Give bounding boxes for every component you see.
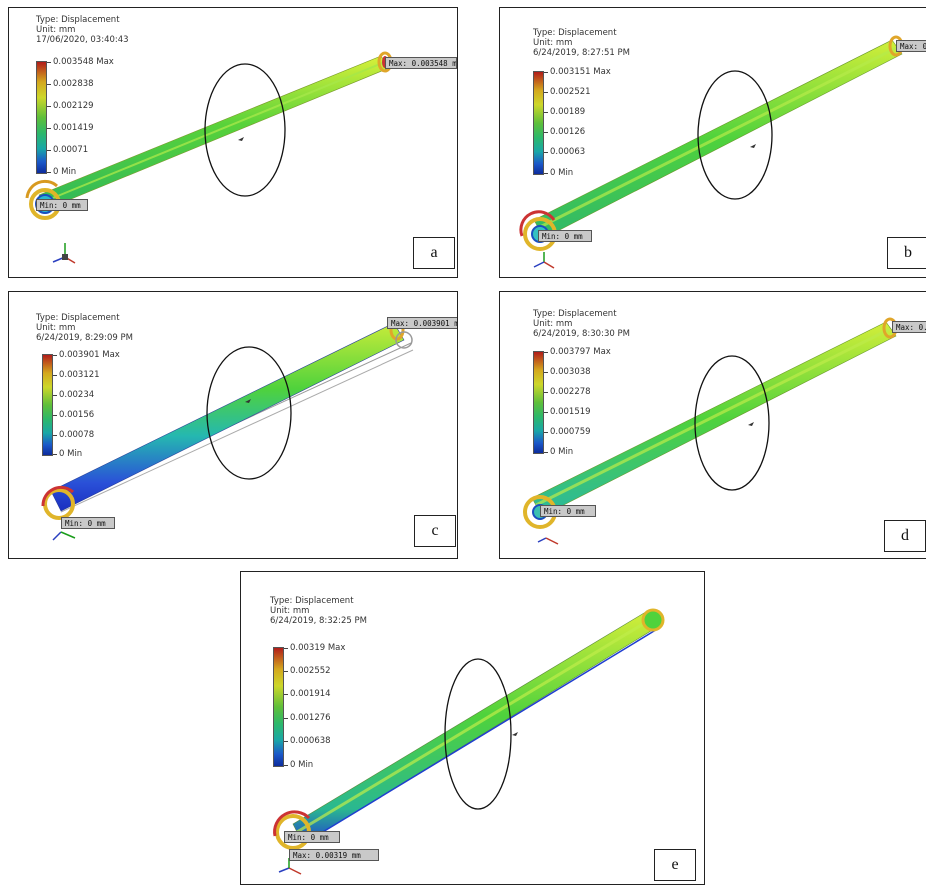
max-tag: Max: 0.003548 mm	[385, 57, 457, 69]
axis-triad	[52, 243, 76, 264]
color-bar	[42, 354, 53, 456]
legend-label: 0.003797 Max	[550, 347, 611, 357]
highlight-ellipse	[697, 70, 773, 200]
legend-label: 0.003038	[550, 367, 591, 377]
highlight-ellipse	[444, 658, 512, 810]
shaft-model	[25, 51, 393, 264]
panel-a: Type: Displacement Unit: mm 17/06/2020, …	[8, 7, 458, 278]
panel-letter: c	[414, 515, 456, 547]
legend-label: 0.002129	[53, 101, 94, 111]
legend-label: 0.002521	[550, 87, 591, 97]
result-unit: Unit: mm	[36, 323, 76, 333]
legend-label: 0.003151 Max	[550, 67, 611, 77]
result-info: Type: Displacement Unit: mm 6/24/2019, 8…	[533, 309, 630, 339]
color-bar	[273, 647, 284, 767]
highlight-ellipse	[204, 63, 286, 197]
highlight-ellipse	[694, 355, 770, 491]
panel-b: Type: Displacement Unit: mm 6/24/2019, 8…	[499, 7, 926, 278]
max-tag: Max: 0.003901 mm	[387, 317, 457, 329]
legend-label: 0.00156	[59, 410, 95, 420]
legend-label: 0.000759	[550, 427, 591, 437]
max-tag: Max: 0.003797 mm	[892, 321, 926, 333]
result-unit: Unit: mm	[36, 25, 76, 35]
load-marker	[750, 144, 756, 148]
legend-label: 0.001914	[290, 689, 331, 699]
result-unit: Unit: mm	[270, 606, 310, 616]
legend-label: 0.002552	[290, 666, 331, 676]
legend-label: 0 Min	[550, 447, 574, 457]
legend-label: 0.00234	[59, 390, 95, 400]
flange-right	[641, 608, 665, 632]
highlight-ellipse	[206, 346, 292, 480]
legend-label: 0.00189	[550, 107, 586, 117]
panel-e: Type: Displacement Unit: mm 6/24/2019, 8…	[240, 571, 705, 885]
shaft-model	[41, 319, 414, 541]
legend-label: 0.003548 Max	[53, 57, 114, 67]
axis-triad	[537, 537, 559, 545]
axis-triad	[52, 531, 76, 541]
legend-label: 0.001519	[550, 407, 591, 417]
legend-label: 0 Min	[550, 168, 574, 178]
legend-label: 0.001276	[290, 713, 331, 723]
legend-label: 0.003121	[59, 370, 100, 380]
legend-label: 0 Min	[59, 449, 83, 459]
result-type: Type: Displacement	[533, 309, 617, 319]
result-date: 6/24/2019, 8:32:25 PM	[270, 616, 367, 626]
min-tag: Min: 0 mm	[61, 517, 115, 529]
axis-triad	[533, 252, 555, 269]
legend-label: 0.000638	[290, 736, 331, 746]
result-info: Type: Displacement Unit: mm 6/24/2019, 8…	[270, 596, 367, 626]
min-tag: Min: 0 mm	[538, 230, 592, 242]
result-info: Type: Displacement Unit: mm 6/24/2019, 8…	[36, 313, 133, 343]
legend-label: 0 Min	[290, 760, 314, 770]
result-info: Type: Displacement Unit: mm 6/24/2019, 8…	[533, 28, 630, 58]
result-unit: Unit: mm	[533, 38, 573, 48]
panel-letter: d	[884, 520, 926, 552]
load-marker	[238, 137, 244, 141]
result-date: 6/24/2019, 8:27:51 PM	[533, 48, 630, 58]
panel-d: Type: Displacement Unit: mm 6/24/2019, 8…	[499, 291, 926, 559]
flange-left	[43, 488, 75, 520]
result-type: Type: Displacement	[36, 313, 120, 323]
result-info: Type: Displacement Unit: mm 17/06/2020, …	[36, 15, 129, 45]
legend-label: 0.00078	[59, 430, 95, 440]
result-type: Type: Displacement	[270, 596, 354, 606]
panel-letter: e	[654, 849, 696, 881]
legend-label: 0.002278	[550, 387, 591, 397]
legend-label: 0.00063	[550, 147, 586, 157]
min-tag: Min: 0 mm	[284, 831, 340, 843]
color-bar	[36, 61, 47, 174]
result-date: 6/24/2019, 8:29:09 PM	[36, 333, 133, 343]
min-tag: Min: 0 mm	[36, 199, 88, 211]
max-tag: Max: 0.00319 mm	[289, 849, 379, 861]
legend-label: 0.00126	[550, 127, 586, 137]
panel-c: Type: Displacement Unit: mm 6/24/2019, 8…	[8, 291, 458, 559]
load-marker	[748, 422, 754, 426]
max-tag: Max: 0.003151 mm	[896, 40, 926, 52]
color-bar	[533, 71, 544, 175]
shaft-model	[273, 608, 665, 875]
result-unit: Unit: mm	[533, 319, 573, 329]
legend-label: 0.002838	[53, 79, 94, 89]
legend-label: 0 Min	[53, 167, 77, 177]
result-date: 6/24/2019, 8:30:30 PM	[533, 329, 630, 339]
result-date: 17/06/2020, 03:40:43	[36, 35, 129, 45]
panel-letter: b	[887, 237, 926, 269]
load-marker	[245, 399, 251, 403]
legend-label: 0.00319 Max	[290, 643, 346, 653]
panel-letter: a	[413, 237, 455, 269]
result-type: Type: Displacement	[36, 15, 120, 25]
legend-label: 0.001419	[53, 123, 94, 133]
min-tag: Min: 0 mm	[540, 505, 596, 517]
color-bar	[533, 351, 544, 454]
result-type: Type: Displacement	[533, 28, 617, 38]
load-marker	[512, 732, 518, 736]
legend-label: 0.00071	[53, 145, 89, 155]
legend-label: 0.003901 Max	[59, 350, 120, 360]
